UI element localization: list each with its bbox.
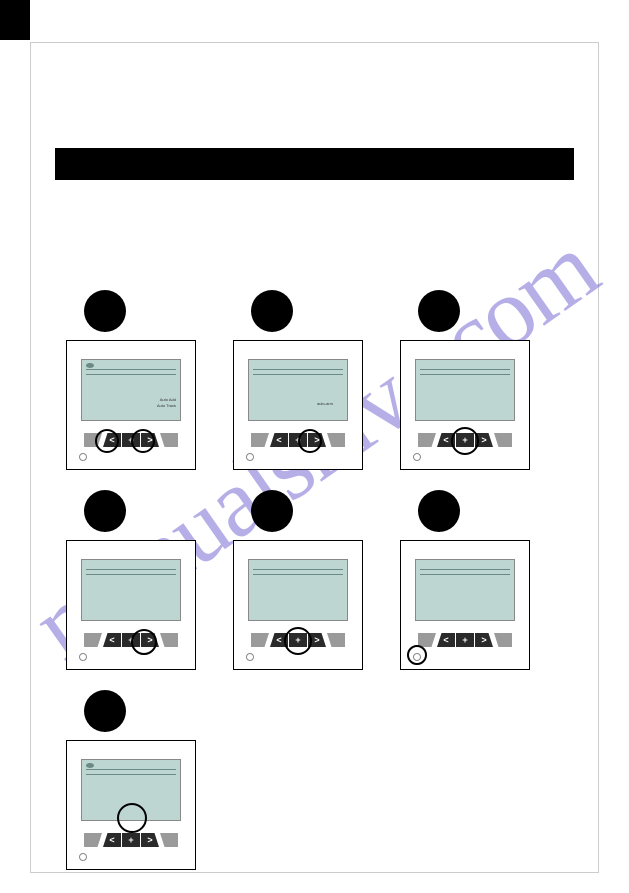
step-number-badge — [84, 690, 126, 732]
power-icon — [79, 653, 87, 661]
aux-button[interactable] — [160, 433, 178, 447]
aux-button[interactable] — [418, 633, 436, 647]
device-panel: <+> — [400, 540, 530, 670]
device-panel: <+> — [400, 340, 530, 470]
power-icon — [246, 653, 254, 661]
lcd-screen — [81, 559, 181, 621]
power-icon — [79, 853, 87, 861]
step-number-badge — [251, 290, 293, 332]
button-row: <+> — [67, 833, 195, 847]
page-tab — [0, 0, 30, 40]
lcd-screen — [415, 559, 515, 621]
section-title-bar — [55, 148, 574, 180]
aux-button[interactable] — [327, 633, 345, 647]
plus-button[interactable]: + — [289, 433, 307, 447]
power-icon — [413, 653, 421, 661]
button-row: <+> — [401, 433, 529, 447]
step-1: Auto AddAuto Track <+> — [66, 290, 196, 470]
screen-logo-icon — [86, 363, 94, 368]
screen-divider — [86, 569, 176, 570]
power-icon — [413, 453, 421, 461]
step-number-badge — [251, 490, 293, 532]
button-row: <+> — [67, 633, 195, 647]
step-5: <+> — [233, 490, 363, 670]
power-icon — [246, 453, 254, 461]
button-row: <+> — [234, 633, 362, 647]
plus-button[interactable]: + — [456, 633, 474, 647]
step-6: <+> — [400, 490, 530, 670]
aux-button[interactable] — [251, 633, 269, 647]
right-button[interactable]: > — [308, 633, 326, 647]
step-3: <+> — [400, 290, 530, 470]
left-button[interactable]: < — [103, 633, 121, 647]
screen-label: Auto Track — [157, 404, 176, 409]
left-button[interactable]: < — [103, 433, 121, 447]
aux-button[interactable] — [494, 633, 512, 647]
lcd-screen: auto-arm — [248, 359, 348, 421]
device-panel: <+> — [66, 540, 196, 670]
left-button[interactable]: < — [437, 633, 455, 647]
step-number-badge — [418, 290, 460, 332]
left-button[interactable]: < — [270, 633, 288, 647]
screen-divider — [86, 774, 176, 775]
plus-button[interactable]: + — [456, 433, 474, 447]
left-button[interactable]: < — [270, 433, 288, 447]
step-number-badge — [418, 490, 460, 532]
aux-button[interactable] — [84, 833, 102, 847]
screen-divider — [86, 769, 176, 770]
aux-button[interactable] — [84, 433, 102, 447]
screen-divider — [420, 569, 510, 570]
device-panel: Auto AddAuto Track <+> — [66, 340, 196, 470]
screen-divider — [253, 369, 343, 370]
step-number-badge — [84, 290, 126, 332]
device-panel: <+> — [66, 740, 196, 870]
power-icon — [79, 453, 87, 461]
right-button[interactable]: > — [475, 633, 493, 647]
aux-button[interactable] — [160, 833, 178, 847]
plus-button[interactable]: + — [289, 633, 307, 647]
plus-button[interactable]: + — [122, 833, 140, 847]
screen-divider — [253, 569, 343, 570]
aux-button[interactable] — [494, 433, 512, 447]
plus-button[interactable]: + — [122, 633, 140, 647]
screen-divider — [86, 369, 176, 370]
right-button[interactable]: > — [141, 833, 159, 847]
screen-logo-icon — [86, 763, 94, 768]
right-button[interactable]: > — [475, 433, 493, 447]
screen-divider — [420, 574, 510, 575]
right-button[interactable]: > — [308, 433, 326, 447]
right-button[interactable]: > — [141, 633, 159, 647]
step-number-badge — [84, 490, 126, 532]
button-row: <+> — [401, 633, 529, 647]
aux-button[interactable] — [418, 433, 436, 447]
screen-divider — [86, 574, 176, 575]
screen-divider — [253, 574, 343, 575]
aux-button[interactable] — [160, 633, 178, 647]
aux-button[interactable] — [327, 433, 345, 447]
device-panel: <+> — [233, 540, 363, 670]
screen-divider — [420, 374, 510, 375]
lcd-screen — [248, 559, 348, 621]
lcd-screen — [415, 359, 515, 421]
step-2: auto-arm <+> — [233, 290, 363, 470]
lcd-screen — [81, 759, 181, 821]
screen-label: auto-arm — [317, 402, 333, 407]
left-button[interactable]: < — [437, 433, 455, 447]
step-7: <+> — [66, 690, 196, 870]
screen-divider — [253, 374, 343, 375]
aux-button[interactable] — [84, 633, 102, 647]
right-button[interactable]: > — [141, 433, 159, 447]
device-panel: auto-arm <+> — [233, 340, 363, 470]
step-4: <+> — [66, 490, 196, 670]
lcd-screen: Auto AddAuto Track — [81, 359, 181, 421]
plus-button[interactable]: + — [122, 433, 140, 447]
button-row: <+> — [234, 433, 362, 447]
screen-divider — [420, 369, 510, 370]
left-button[interactable]: < — [103, 833, 121, 847]
button-row: <+> — [67, 433, 195, 447]
screen-divider — [86, 374, 176, 375]
aux-button[interactable] — [251, 433, 269, 447]
